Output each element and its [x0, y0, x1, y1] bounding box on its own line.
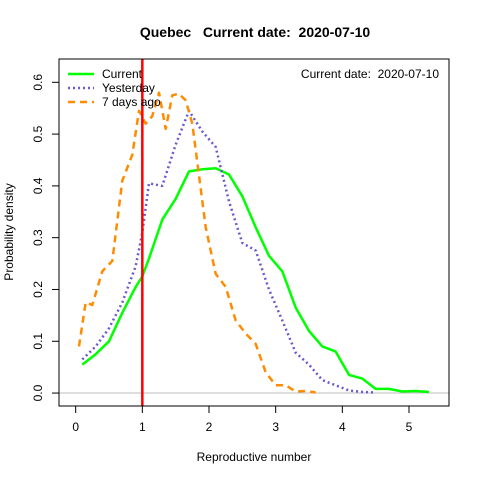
annotation-current-date: Current date: 2020-07-10: [301, 67, 439, 81]
series-line-7-days-ago: [77, 91, 316, 394]
y-axis-label: Probability density: [2, 183, 16, 280]
x-axis-label: Reproductive number: [197, 450, 312, 464]
x-axis: 0 1 2 3 4 5: [72, 405, 413, 434]
y-tick-label: 0.1: [31, 333, 45, 350]
chart-title: Quebec Current date: 2020-07-10: [140, 24, 371, 40]
legend-label: Yesterday: [102, 81, 155, 95]
x-tick-label: 1: [139, 420, 146, 434]
y-tick-label: 0.6: [31, 74, 45, 91]
y-tick-label: 0.3: [31, 229, 45, 246]
y-tick-label: 0.5: [31, 125, 45, 142]
x-tick-label: 3: [272, 420, 279, 434]
y-tick-label: 0.0: [31, 384, 45, 401]
legend-label: Current: [102, 67, 143, 81]
y-tick-label: 0.4: [31, 177, 45, 194]
series-line-current: [81, 167, 430, 394]
series-line-yesterday: [81, 109, 376, 394]
x-tick-label: 5: [406, 420, 413, 434]
x-tick-label: 4: [339, 420, 346, 434]
plot-frame: [58, 58, 450, 407]
legend-label: 7 days ago: [102, 95, 161, 109]
y-tick-label: 0.2: [31, 281, 45, 298]
x-tick-label: 0: [72, 420, 79, 434]
x-tick-label: 2: [206, 420, 213, 434]
y-axis: 0.0 0.1 0.2 0.3 0.4 0.5 0.6: [31, 74, 60, 401]
